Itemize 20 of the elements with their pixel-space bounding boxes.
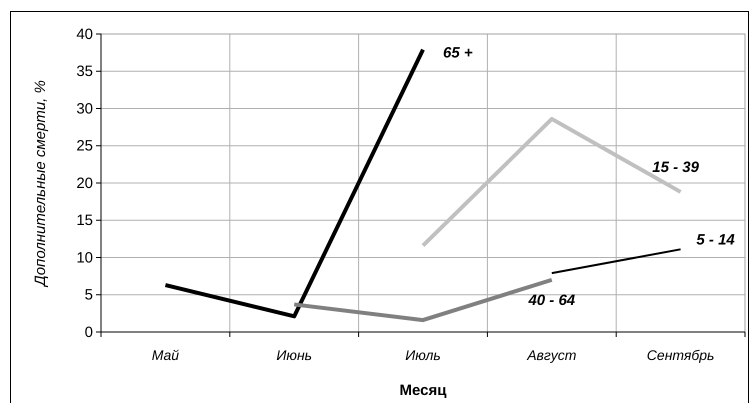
y-tick-label: 15 [76, 212, 93, 230]
y-tick-label: 20 [76, 174, 93, 192]
x-tick-label: Август [526, 346, 577, 363]
x-tick-label: Июль [405, 346, 441, 363]
x-tick-label: Июнь [276, 346, 312, 363]
series-label: 65 + [443, 44, 473, 62]
y-tick-label: 0 [84, 324, 93, 341]
y-tick-label: 35 [76, 63, 93, 80]
series-label: 15 - 39 [652, 158, 700, 176]
y-axis-title: Дополнительные смерти, % [32, 80, 49, 288]
x-tick-label: Май [152, 346, 180, 363]
y-tick-label: 40 [76, 26, 93, 43]
x-tick-label: Сентябрь [646, 346, 714, 363]
x-axis-title: Месяц [400, 382, 448, 399]
y-tick-label: 10 [76, 249, 93, 266]
y-tick-label: 5 [84, 286, 93, 304]
y-tick-label: 25 [76, 138, 93, 155]
series-label: 40 - 64 [527, 292, 576, 309]
series-label: 5 - 14 [696, 231, 736, 248]
y-tick-label: 30 [76, 100, 93, 118]
